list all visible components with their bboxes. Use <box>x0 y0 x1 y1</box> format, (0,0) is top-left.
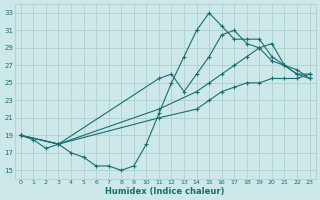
X-axis label: Humidex (Indice chaleur): Humidex (Indice chaleur) <box>106 187 225 196</box>
